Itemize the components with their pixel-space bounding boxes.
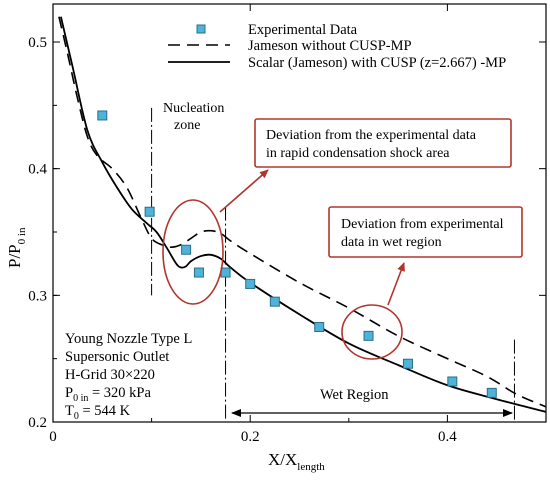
info-line-temperature: T0 = 544 K (65, 403, 131, 422)
experimental-data-point (269, 296, 280, 307)
nucleation-label-line2: zone (174, 118, 200, 133)
experimental-data-point (363, 330, 374, 341)
x-axis-title: X/Xlength (268, 450, 325, 473)
reference-lines (151, 107, 515, 422)
legend-label-scalar: Scalar (Jameson) with CUSP (z=2.667) -MP (248, 55, 506, 71)
y-tick-label: 0.5 (28, 35, 47, 51)
y-axis-ticks: 0.2 0.3 0.4 0.5 (28, 35, 546, 431)
marker-layer (97, 110, 497, 398)
legend-label-experimental: Experimental Data (248, 22, 358, 38)
series-layer (58, 16, 547, 413)
legend: Experimental Data Jameson without CUSP-M… (168, 22, 506, 71)
annotation-arrow-wet (387, 262, 405, 306)
annotation-box-shock (254, 118, 512, 168)
annotation-arrow-shock (219, 169, 269, 213)
experimental-data-point (220, 267, 231, 278)
x-tick-label: 0.2 (241, 429, 260, 445)
y-tick-label: 0.4 (28, 162, 47, 178)
info-line-grid: H-Grid 30×220 (65, 367, 155, 383)
info-line-outlet: Supersonic Outlet (65, 349, 169, 365)
info-line-pressure: P0 in = 320 kPa (65, 385, 151, 404)
nozzle-info-block: Young Nozzle Type L Supersonic Outlet H-… (65, 331, 192, 422)
experimental-data-point (447, 376, 458, 387)
x-tick-label: 0 (49, 429, 57, 445)
annotation-box-wet (328, 206, 523, 258)
legend-label-jameson: Jameson without CUSP-MP (248, 38, 412, 54)
y-tick-label: 0.2 (28, 415, 47, 431)
experimental-data-point (181, 244, 192, 255)
y-axis-title: P/P0 in (5, 227, 28, 268)
plot-frame (52, 3, 547, 423)
experimental-data-point (245, 278, 256, 289)
annotation-box-wet-line1: Deviation from experimental (341, 217, 504, 232)
annotation-box-shock-line2: in rapid condensation shock area (266, 146, 450, 161)
experimental-data-point (402, 358, 413, 369)
experimental-data-point (144, 206, 155, 217)
annotation-box-wet-line2: data in wet region (341, 235, 442, 250)
y-tick-label: 0.3 (28, 288, 47, 304)
series-line-jameson (58, 16, 547, 408)
nucleation-label-line1: Nucleation (163, 101, 224, 116)
series-line-scalar-cusp (60, 16, 547, 413)
wet-region-label: Wet Region (320, 387, 389, 403)
annotation-box-shock-line1: Deviation from the experimental data (266, 128, 477, 143)
experimental-data-point (97, 110, 108, 121)
highlight-ellipse-wet (341, 304, 403, 360)
legend-marker-experimental (196, 24, 206, 34)
x-tick-label: 0.4 (438, 429, 457, 445)
experimental-data-point (193, 267, 204, 278)
x-axis-ticks: 0 0.2 0.4 (49, 4, 457, 445)
highlight-ellipse-shock (162, 199, 224, 305)
experimental-data-point (314, 322, 325, 332)
experimental-data-point (486, 387, 497, 398)
info-line-nozzle: Young Nozzle Type L (65, 331, 192, 347)
